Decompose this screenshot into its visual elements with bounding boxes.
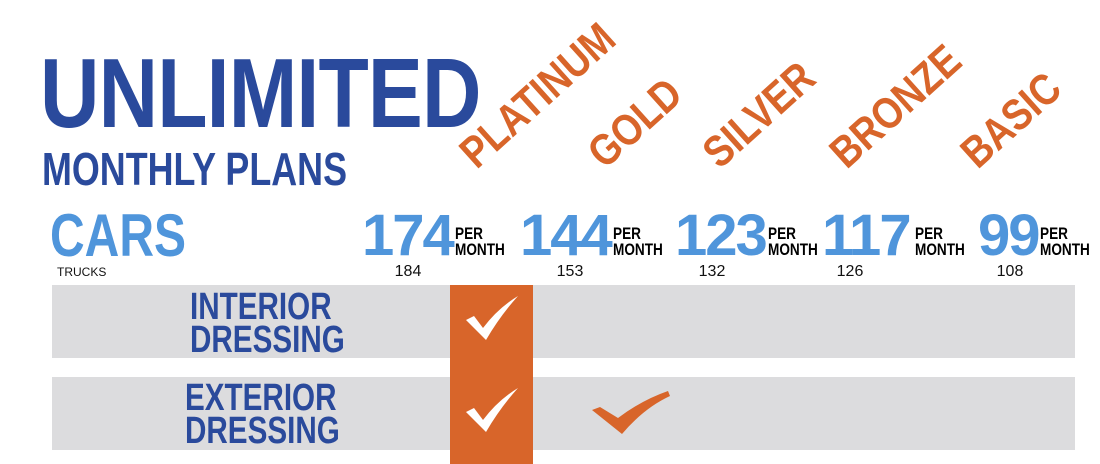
per-month-label: PER MONTH — [768, 224, 818, 259]
checkmark-icon — [466, 296, 518, 340]
per-text: PER — [768, 224, 796, 243]
checkmark-icon — [592, 391, 670, 434]
feature-line: INTERIOR — [190, 286, 332, 328]
plan-name-gold: GOLD — [578, 68, 692, 178]
car-price: 174 — [362, 203, 455, 268]
feature-line: DRESSING — [185, 410, 340, 452]
month-text: MONTH — [613, 240, 663, 259]
feature-line: DRESSING — [190, 319, 345, 361]
per-text: PER — [915, 224, 943, 243]
month-text: MONTH — [1040, 240, 1090, 259]
per-month-label: PER MONTH — [915, 224, 965, 259]
platinum-column-highlight — [450, 285, 533, 464]
car-price: 99 — [978, 203, 1040, 268]
per-month-label: PER MONTH — [455, 224, 505, 259]
truck-price: 153 — [556, 263, 584, 280]
checkmark-icon — [466, 388, 518, 432]
plan-name-bronze: BRONZE — [820, 35, 971, 178]
cars-label: CARS — [50, 202, 187, 269]
month-text: MONTH — [455, 240, 505, 259]
car-price: 144 — [520, 203, 613, 268]
feature-row-interior — [52, 285, 1075, 358]
truck-price: 184 — [394, 263, 422, 280]
subtitle: MONTHLY PLANS — [42, 143, 348, 195]
car-price: 117 — [822, 203, 912, 268]
truck-price: 132 — [698, 263, 726, 280]
per-text: PER — [613, 224, 641, 243]
trucks-label: TRUCKS — [57, 265, 107, 279]
feature-label-interior: INTERIOR DRESSING — [190, 286, 345, 361]
per-text: PER — [455, 224, 483, 243]
month-text: MONTH — [768, 240, 818, 259]
feature-row-exterior — [52, 377, 1075, 450]
feature-line: EXTERIOR — [185, 377, 337, 419]
title: UNLIMITED — [40, 38, 481, 148]
per-month-label: PER MONTH — [613, 224, 663, 259]
car-price: 123 — [675, 203, 768, 268]
truck-price: 108 — [996, 263, 1024, 280]
truck-price: 126 — [836, 263, 864, 280]
feature-label-exterior: EXTERIOR DRESSING — [185, 377, 340, 452]
per-month-label: PER MONTH — [1040, 224, 1090, 259]
month-text: MONTH — [915, 240, 965, 259]
plan-name-basic: BASIC — [951, 63, 1071, 178]
plan-name-silver: SILVER — [693, 52, 825, 178]
per-text: PER — [1040, 224, 1068, 243]
